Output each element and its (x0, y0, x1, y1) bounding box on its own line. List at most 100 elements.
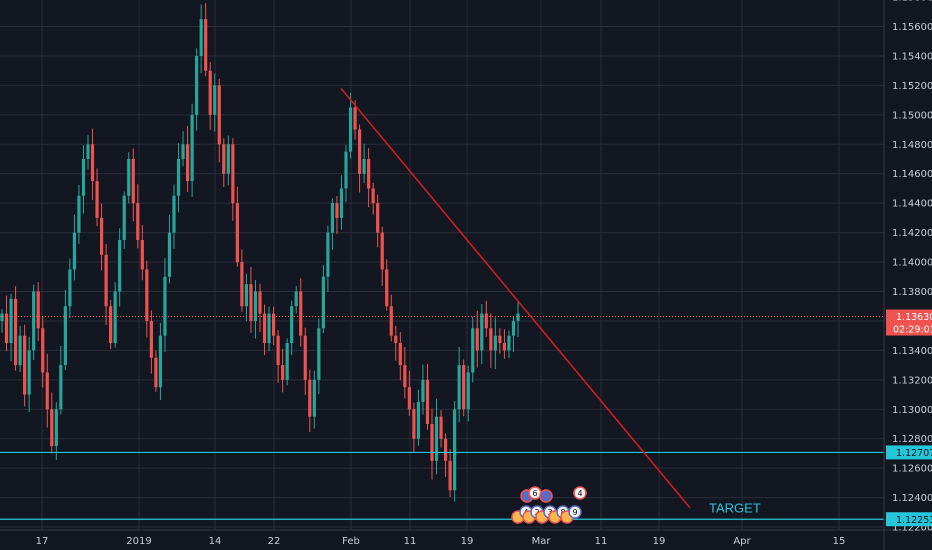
candle-body (136, 203, 140, 240)
candle-body (271, 313, 276, 336)
candle-body (493, 335, 497, 351)
event-badge[interactable]: 4 (573, 486, 587, 500)
candle-body (484, 313, 488, 329)
candle-body (195, 55, 199, 115)
candle-body (285, 343, 289, 380)
candle-body (466, 372, 470, 410)
candle-body (276, 335, 280, 366)
candle-body (244, 284, 249, 307)
candle-body (45, 372, 49, 410)
y-tick-label: 1.13000 (892, 405, 932, 416)
level-price-text: 1.12707 (896, 448, 932, 459)
event-badge[interactable]: 6 (528, 486, 542, 500)
candle-body (348, 107, 353, 152)
target-annotation[interactable]: TARGET (709, 500, 761, 515)
candle-body (145, 269, 149, 321)
candle-body (99, 217, 104, 255)
svg-text:6: 6 (532, 489, 537, 498)
candle-body (430, 424, 434, 461)
candle-body (86, 144, 90, 159)
candle-body (172, 195, 176, 233)
price-axis[interactable] (884, 0, 932, 530)
candle-body (312, 379, 316, 417)
candle-body (54, 409, 58, 447)
candle-body (443, 438, 448, 461)
candle-body (362, 159, 366, 174)
candle-body (122, 195, 126, 240)
svg-text:4: 4 (577, 489, 582, 498)
candle-body (181, 144, 185, 159)
candle-body (231, 144, 235, 204)
candle-body (222, 144, 226, 174)
candle-body (321, 276, 325, 329)
svg-text:9: 9 (572, 508, 577, 517)
candle-body (0, 313, 4, 321)
candle-body (258, 291, 262, 314)
candle-body (240, 262, 244, 307)
candle-body (448, 460, 452, 491)
trend-line[interactable] (340, 87, 691, 509)
candle-body (4, 313, 9, 344)
candle-body (204, 19, 208, 71)
candle-body (253, 291, 258, 321)
candle-body (63, 306, 67, 366)
y-tick-label: 1.14400 (892, 199, 932, 210)
candle-body (299, 291, 303, 336)
candle-body (140, 239, 144, 270)
candle-body (104, 254, 108, 307)
x-tick-label: 11 (404, 536, 417, 547)
y-tick-label: 1.15800 (892, 0, 932, 4)
candle-body (380, 232, 384, 270)
candle-body (149, 320, 153, 358)
candle-body (457, 365, 461, 410)
level-price-text: 1.12253 (896, 515, 932, 526)
candle-body (32, 291, 36, 351)
axis-price-labels: 1.12707 1.12253 1.13630 02:29:01 (886, 309, 932, 527)
event-badge[interactable]: 9 (568, 505, 582, 519)
candle-body (507, 335, 511, 351)
y-tick-label: 1.12200 (892, 523, 932, 534)
event-badge-icon[interactable] (539, 489, 553, 503)
x-tick-label: 17 (36, 536, 49, 547)
y-tick-label: 1.13200 (892, 375, 932, 386)
current-price-text: 1.13630 (896, 312, 932, 323)
candle-body (23, 335, 27, 395)
x-tick-label: 19 (461, 536, 474, 547)
candle-body (27, 350, 31, 395)
candle-body (339, 188, 344, 218)
x-tick-label: Feb (342, 536, 360, 547)
candle-body (344, 151, 348, 189)
candle-body (13, 298, 18, 366)
candle-body (353, 107, 357, 130)
y-tick-label: 1.14200 (892, 228, 932, 239)
event-badges[interactable]: 6442389 (511, 486, 587, 524)
candle-body (367, 159, 371, 189)
price-series (0, 3, 520, 502)
x-tick-label: 15 (833, 536, 846, 547)
candle-body (109, 306, 113, 344)
candle-body (389, 306, 393, 336)
candle-body (95, 181, 99, 218)
candle-body (217, 85, 221, 145)
candle-body (154, 357, 158, 388)
candle-body (190, 114, 194, 182)
candle-body (416, 401, 421, 439)
y-tick-label: 1.13400 (892, 346, 932, 357)
x-tick-label: 22 (268, 536, 281, 547)
y-tick-label: 1.12400 (892, 493, 932, 504)
candle-body (208, 70, 212, 115)
level-price-tag (886, 445, 932, 460)
candle-body (158, 335, 163, 388)
candle-body (317, 328, 321, 380)
candle-body (471, 328, 475, 373)
candle-body (371, 188, 375, 204)
candle-body (113, 291, 117, 344)
candle-body (118, 239, 122, 292)
candle-body (185, 144, 190, 182)
candle-body (131, 159, 135, 204)
candle-body (480, 313, 484, 351)
candle-body (303, 335, 307, 380)
candle-body (77, 195, 81, 233)
candle-body (511, 320, 516, 336)
